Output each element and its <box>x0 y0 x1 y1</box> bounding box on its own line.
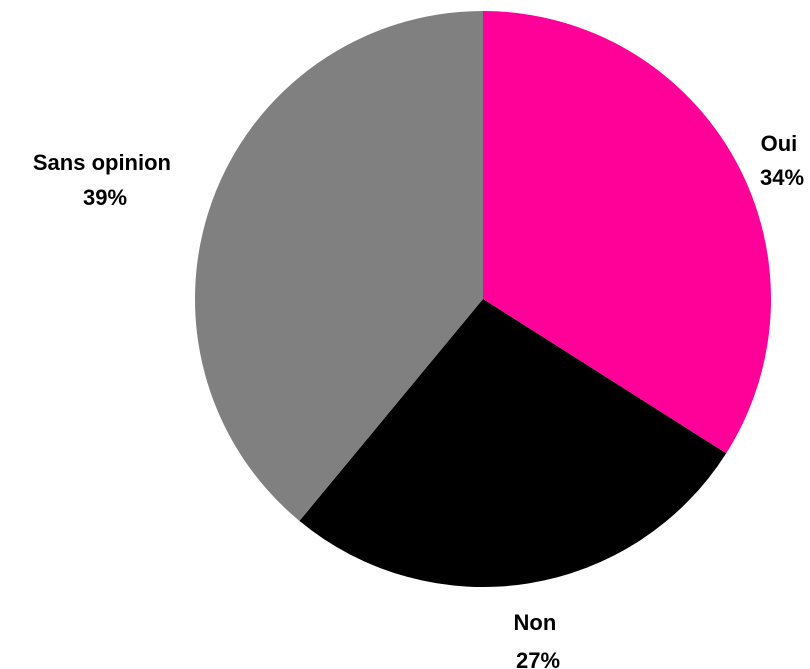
labels-layer: Oui 34% Non 27% Sans opinion 39% <box>33 131 804 669</box>
slice-label-oui-percent: 34% <box>760 165 804 190</box>
slices-layer <box>194 11 772 588</box>
slice-label-sans-opinion-name: Sans opinion <box>33 150 171 175</box>
slice-label-oui: Oui 34% <box>760 131 804 190</box>
slice-label-sans-opinion-percent: 39% <box>83 185 127 210</box>
slice-label-sans-opinion: Sans opinion 39% <box>33 150 177 210</box>
slice-label-non-percent: 27% <box>516 648 560 669</box>
slice-label-oui-name: Oui <box>761 131 798 156</box>
pie-slice-non <box>299 299 727 588</box>
slice-label-non-name: Non <box>514 610 557 635</box>
pie-slice-sans-opinion <box>194 11 483 521</box>
slice-label-non: Non 27% <box>514 610 563 669</box>
pie-slice-oui <box>483 11 772 454</box>
